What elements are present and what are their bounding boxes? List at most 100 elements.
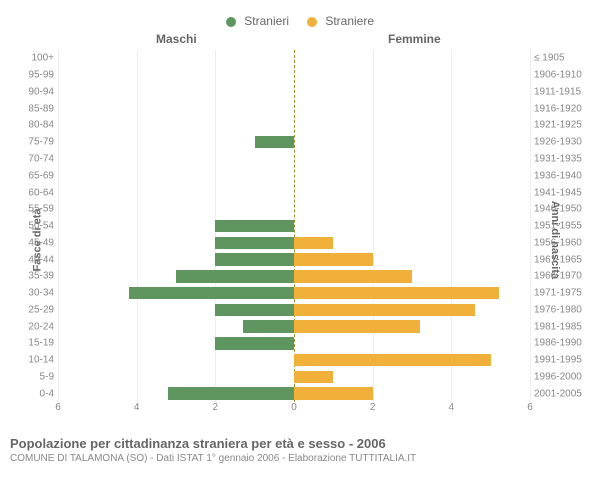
male-half: [58, 117, 294, 134]
pyramid-row: 60-641941-1945: [58, 184, 530, 201]
age-label: 30-34: [28, 288, 54, 299]
bar-female: [294, 320, 420, 332]
x-tick: 4: [134, 402, 140, 413]
chart-title: Popolazione per cittadinanza straniera p…: [10, 436, 590, 451]
bar-male: [129, 287, 294, 299]
legend-label-male: Stranieri: [244, 14, 289, 28]
male-half: [58, 201, 294, 218]
pyramid-row: 85-891916-1920: [58, 100, 530, 117]
bar-male: [168, 387, 294, 399]
age-label: 60-64: [28, 187, 54, 198]
pyramid-row: 70-741931-1935: [58, 151, 530, 168]
female-half: [294, 67, 530, 84]
pyramid-row: 10-141991-1995: [58, 352, 530, 369]
birth-label: 1921-1925: [534, 120, 582, 131]
male-half: [58, 234, 294, 251]
column-headers: Maschi Femmine: [10, 32, 590, 50]
pyramid-row: 100+≤ 1905: [58, 50, 530, 67]
pyramid-row: 15-191986-1990: [58, 335, 530, 352]
header-female: Femmine: [388, 32, 441, 46]
legend: Stranieri Straniere: [10, 10, 590, 32]
pyramid-row: 65-691936-1940: [58, 167, 530, 184]
birth-label: 1931-1935: [534, 153, 582, 164]
male-half: [58, 184, 294, 201]
pyramid-row: 0-42001-2005: [58, 385, 530, 402]
bar-rows: 100+≤ 190595-991906-191090-941911-191585…: [58, 50, 530, 402]
bar-female: [294, 304, 475, 316]
legend-swatch-female: [307, 17, 317, 27]
birth-label: 1936-1940: [534, 170, 582, 181]
female-half: [294, 100, 530, 117]
bar-male: [215, 220, 294, 232]
population-pyramid: Fasce di età Anni di nascita 100+≤ 19059…: [10, 50, 590, 430]
bar-female: [294, 270, 412, 282]
male-half: [58, 251, 294, 268]
male-half: [58, 67, 294, 84]
female-half: [294, 184, 530, 201]
birth-label: 2001-2005: [534, 388, 582, 399]
female-half: [294, 352, 530, 369]
birth-label: 1911-1915: [534, 86, 581, 97]
male-half: [58, 318, 294, 335]
age-label: 40-44: [28, 254, 54, 265]
pyramid-row: 25-291976-1980: [58, 301, 530, 318]
bar-female: [294, 253, 373, 265]
bar-female: [294, 354, 491, 366]
age-label: 100+: [31, 53, 54, 64]
male-half: [58, 50, 294, 67]
birth-label: 1956-1960: [534, 237, 582, 248]
age-label: 10-14: [28, 355, 54, 366]
age-label: 35-39: [28, 271, 54, 282]
age-label: 45-49: [28, 237, 54, 248]
age-label: 0-4: [40, 388, 54, 399]
male-half: [58, 167, 294, 184]
pyramid-row: 55-591946-1950: [58, 201, 530, 218]
x-tick: 6: [527, 402, 533, 413]
birth-label: 1986-1990: [534, 338, 582, 349]
age-label: 5-9: [40, 371, 54, 382]
birth-label: 1991-1995: [534, 355, 582, 366]
bar-female: [294, 237, 333, 249]
x-tick: 0: [291, 402, 297, 413]
female-half: [294, 285, 530, 302]
birth-label: 1916-1920: [534, 103, 582, 114]
female-half: [294, 318, 530, 335]
age-label: 65-69: [28, 170, 54, 181]
age-label: 20-24: [28, 321, 54, 332]
x-tick: 4: [449, 402, 455, 413]
pyramid-row: 20-241981-1985: [58, 318, 530, 335]
male-half: [58, 285, 294, 302]
male-half: [58, 369, 294, 386]
birth-label: 1966-1970: [534, 271, 582, 282]
birth-label: 1976-1980: [534, 304, 582, 315]
x-tick: 2: [370, 402, 376, 413]
male-half: [58, 134, 294, 151]
bar-male: [255, 136, 294, 148]
female-half: [294, 134, 530, 151]
pyramid-row: 95-991906-1910: [58, 67, 530, 84]
female-half: [294, 234, 530, 251]
legend-item-female: Straniere: [307, 14, 374, 28]
male-half: [58, 100, 294, 117]
birth-label: 1981-1985: [534, 321, 582, 332]
male-half: [58, 268, 294, 285]
female-half: [294, 84, 530, 101]
birth-label: 1971-1975: [534, 288, 582, 299]
x-axis: 6 4 2 0 2 4 6: [58, 402, 530, 430]
age-label: 55-59: [28, 204, 54, 215]
x-tick: 2: [213, 402, 219, 413]
pyramid-row: 35-391966-1970: [58, 268, 530, 285]
bar-female: [294, 371, 333, 383]
female-half: [294, 151, 530, 168]
pyramid-row: 90-941911-1915: [58, 84, 530, 101]
female-half: [294, 167, 530, 184]
male-half: [58, 385, 294, 402]
x-tick: 6: [55, 402, 61, 413]
female-half: [294, 117, 530, 134]
female-half: [294, 201, 530, 218]
birth-label: 1906-1910: [534, 70, 582, 81]
female-half: [294, 218, 530, 235]
male-half: [58, 218, 294, 235]
legend-label-female: Straniere: [325, 14, 374, 28]
birth-label: 1951-1955: [534, 221, 582, 232]
